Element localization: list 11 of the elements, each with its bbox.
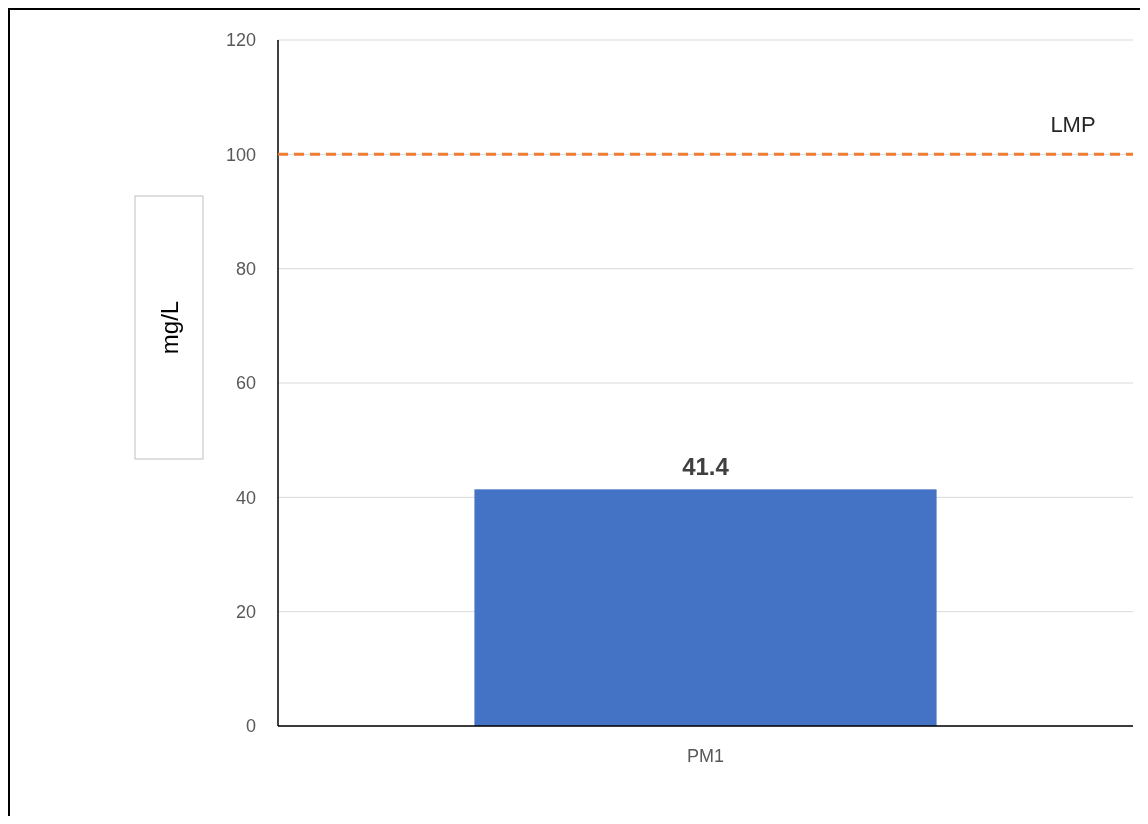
y-tick-label: 40 <box>235 487 256 508</box>
y-tick-label: 80 <box>235 258 256 279</box>
y-tick-label: 0 <box>245 716 256 737</box>
y-tick-label: 20 <box>235 601 256 622</box>
data-label: 41.4 <box>682 453 730 481</box>
ref-line-label: LMP <box>1050 112 1096 138</box>
y-tick-label: 120 <box>225 30 256 51</box>
x-tick-label: PM1 <box>686 746 725 766</box>
y-tick-label: 100 <box>225 144 256 165</box>
y-axis-title: mg/L <box>156 300 183 355</box>
y-tick-label: 60 <box>235 373 256 394</box>
